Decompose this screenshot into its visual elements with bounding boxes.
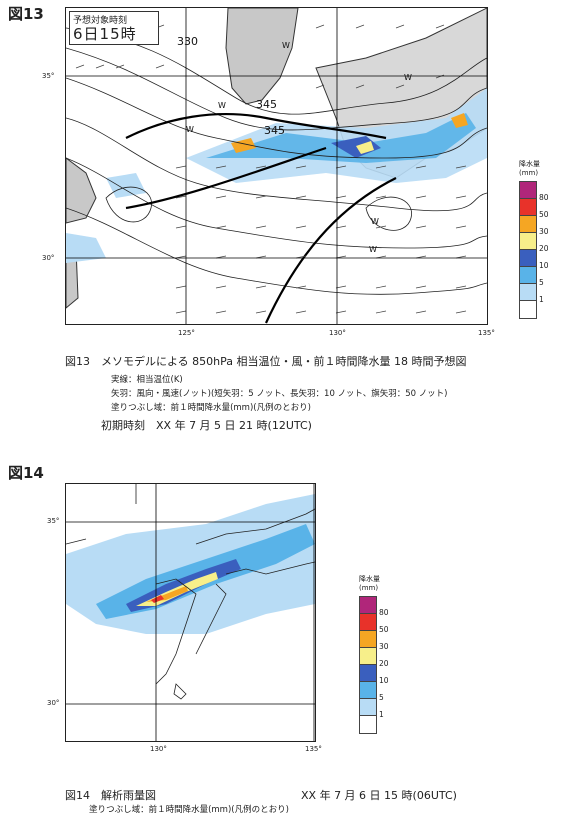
legend-swatch (360, 597, 376, 614)
legend-swatch (360, 648, 376, 665)
bold-contours (125, 113, 397, 324)
rain-patch-sw (66, 233, 106, 263)
figure-14-label: 図14 (8, 464, 44, 482)
rain-core (231, 138, 256, 153)
legend-swatch (360, 699, 376, 716)
legend-swatch (520, 182, 536, 199)
legend-value: 1 (539, 295, 544, 304)
fig14-note-fill: 塗りつぶし域：前１時間降水量(mm)(凡例のとおり) (89, 805, 289, 815)
wind-mark: W (218, 101, 226, 110)
fig13-lon-125: 125° (178, 329, 195, 337)
legend-swatch (360, 665, 376, 682)
legend-value: 30 (539, 227, 549, 236)
legend-value: 50 (539, 210, 549, 219)
rain-patch-west (106, 173, 146, 198)
legend-unit: (mm) (359, 584, 379, 592)
legend-swatch (520, 199, 536, 216)
rain-very-strong (151, 595, 164, 603)
fig14-legend: 降水量 (mm) 80 50 30 20 10 5 1 (359, 575, 399, 734)
legend-swatch (520, 233, 536, 250)
rain-core-2 (356, 141, 374, 154)
legend-title: 降水量 (359, 575, 380, 583)
fig13-lat-35: 35° (42, 72, 55, 80)
wind-mark: W (186, 125, 194, 134)
legend-unit: (mm) (519, 169, 539, 177)
fig13-lon-135: 135° (478, 329, 495, 337)
legend-value: 1 (379, 710, 384, 719)
figure-13-map: 330 345 345 W W W W W W 予想対象時刻 6日15時 (65, 7, 488, 325)
contour-label-345a: 345 (256, 98, 277, 111)
legend-swatch (360, 631, 376, 648)
contour-label-345b: 345 (264, 124, 285, 137)
valid-time-value: 6日15時 (73, 25, 137, 43)
legend-value: 5 (539, 278, 544, 287)
valid-time-label: 予想対象時刻 (73, 16, 128, 26)
wind-mark: W (371, 217, 379, 226)
legend-swatch (520, 301, 536, 318)
fig13-note-contour: 実線：相当温位(K) (111, 375, 183, 385)
fig14-grid (66, 484, 315, 741)
legend-swatches (519, 181, 537, 319)
fig13-note-barbs: 矢羽：風向・風速(ノット)(短矢羽：5 ノット、長矢羽：10 ノット、旗矢羽：5… (111, 389, 448, 399)
fig14-lat-35: 35° (47, 517, 60, 525)
rain-band-mid (206, 113, 476, 163)
legend-value: 20 (379, 659, 389, 668)
fig14-time: XX 年 7 月 6 日 15 時(06UTC) (301, 789, 457, 802)
rain-east (451, 113, 468, 128)
fig13-note-fill: 塗りつぶし域：前１時間降水量(mm)(凡例のとおり) (111, 403, 311, 413)
fig13-init-time: 初期時刻 XX 年 7 月 5 日 21 時(12UTC) (101, 419, 312, 432)
lat-lon-grid (66, 8, 487, 324)
valid-time-box: 予想対象時刻 6日15時 (69, 11, 159, 45)
legend-value: 10 (379, 676, 389, 685)
china-land-north (66, 157, 97, 224)
wind-mark: W (369, 245, 377, 254)
legend-swatch (520, 250, 536, 267)
fig14-coastlines (66, 484, 315, 700)
fig13-caption: 図13 メソモデルによる 850hPa 相当温位・風・前１時間降水量 18 時間… (65, 355, 467, 368)
legend-swatch (520, 267, 536, 284)
korea-land (225, 8, 299, 105)
legend-swatch (520, 216, 536, 233)
fig13-map-svg: 330 345 345 W W W W W W (66, 8, 487, 324)
fig14-lon-130: 130° (150, 745, 167, 753)
rain-band-heavy (331, 136, 381, 158)
legend-swatch (360, 614, 376, 631)
figure-13-label: 図13 (8, 5, 44, 23)
contour-label-330: 330 (177, 35, 198, 48)
legend-value: 20 (539, 244, 549, 253)
legend-value: 30 (379, 642, 389, 651)
fig14-caption: 図14 解析雨量図 (65, 789, 156, 802)
fig13-lat-30: 30° (42, 254, 55, 262)
fig13-legend: 降水量 (mm) 80 50 30 20 10 5 1 (519, 160, 559, 319)
legend-value: 10 (539, 261, 549, 270)
legend-value: 5 (379, 693, 384, 702)
legend-swatches (359, 596, 377, 734)
wind-mark: W (404, 73, 412, 82)
fig14-map-svg (66, 484, 315, 741)
legend-swatch (520, 284, 536, 301)
contour-lines (66, 27, 487, 295)
legend-value: 50 (379, 625, 389, 634)
figure-14-map (65, 483, 316, 742)
legend-value: 80 (539, 193, 549, 202)
fig14-lat-30: 30° (47, 699, 60, 707)
legend-value: 80 (379, 608, 389, 617)
fig14-lon-135: 135° (305, 745, 322, 753)
legend-swatch (360, 716, 376, 733)
legend-title: 降水量 (519, 160, 540, 168)
fig13-lon-130: 130° (329, 329, 346, 337)
wind-mark: W (282, 41, 290, 50)
legend-swatch (360, 682, 376, 699)
